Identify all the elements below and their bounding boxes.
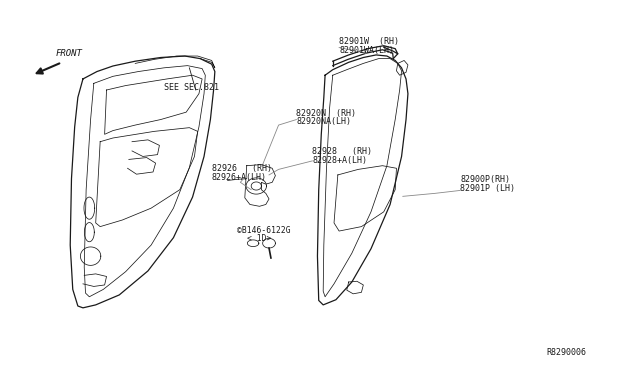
Text: 82920NA(LH): 82920NA(LH) <box>296 117 351 126</box>
Text: SEE SEC.821: SEE SEC.821 <box>164 83 219 92</box>
Text: 82926+A(LH): 82926+A(LH) <box>212 173 267 182</box>
Text: < 1D>: < 1D> <box>246 234 271 243</box>
Text: FRONT: FRONT <box>56 48 83 58</box>
Text: 82901W  (RH): 82901W (RH) <box>339 37 399 46</box>
Text: 82928   (RH): 82928 (RH) <box>312 147 372 157</box>
Text: 82928+A(LH): 82928+A(LH) <box>312 156 367 165</box>
Text: 82900P(RH): 82900P(RH) <box>460 175 510 184</box>
Text: ©B146-6122G: ©B146-6122G <box>237 226 291 235</box>
Text: 82901P (LH): 82901P (LH) <box>460 184 515 193</box>
Text: R8290006: R8290006 <box>546 347 586 357</box>
Text: 82901WA(LH): 82901WA(LH) <box>339 46 394 55</box>
Text: 82920N  (RH): 82920N (RH) <box>296 109 356 118</box>
Text: 82926   (RH): 82926 (RH) <box>212 164 271 173</box>
